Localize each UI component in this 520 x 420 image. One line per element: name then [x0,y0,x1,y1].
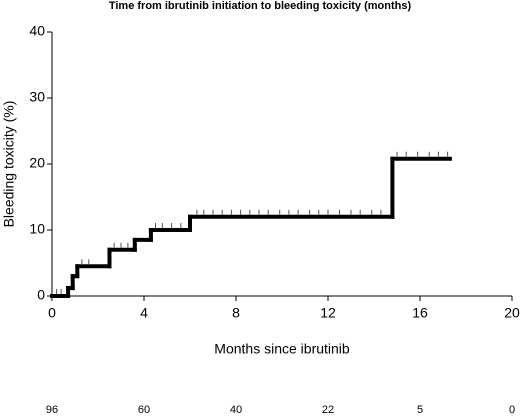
at-risk-count: 96 [46,404,58,416]
y-tick-label: 20 [29,155,45,171]
y-tick-label: 0 [37,287,45,303]
y-tick-label: 30 [29,89,45,105]
x-tick-label: 16 [412,305,428,321]
x-axis-label: Months since ibrutinib [214,341,350,357]
chart-title: Time from ibrutinib initiation to bleedi… [109,0,412,12]
at-risk-count: 5 [417,404,423,416]
x-tick-label: 4 [140,305,148,321]
x-tick-label: 20 [504,305,520,321]
x-tick-label: 12 [320,305,336,321]
y-tick-label: 40 [29,23,45,39]
y-tick-label: 10 [29,221,45,237]
at-risk-count: 0 [509,404,515,416]
x-tick-label: 8 [232,305,240,321]
at-risk-count: 22 [322,404,334,416]
x-tick-label: 0 [48,305,56,321]
y-axis-label: Bleeding toxicity (%) [1,101,17,228]
at-risk-count: 60 [138,404,150,416]
at-risk-count: 40 [230,404,242,416]
